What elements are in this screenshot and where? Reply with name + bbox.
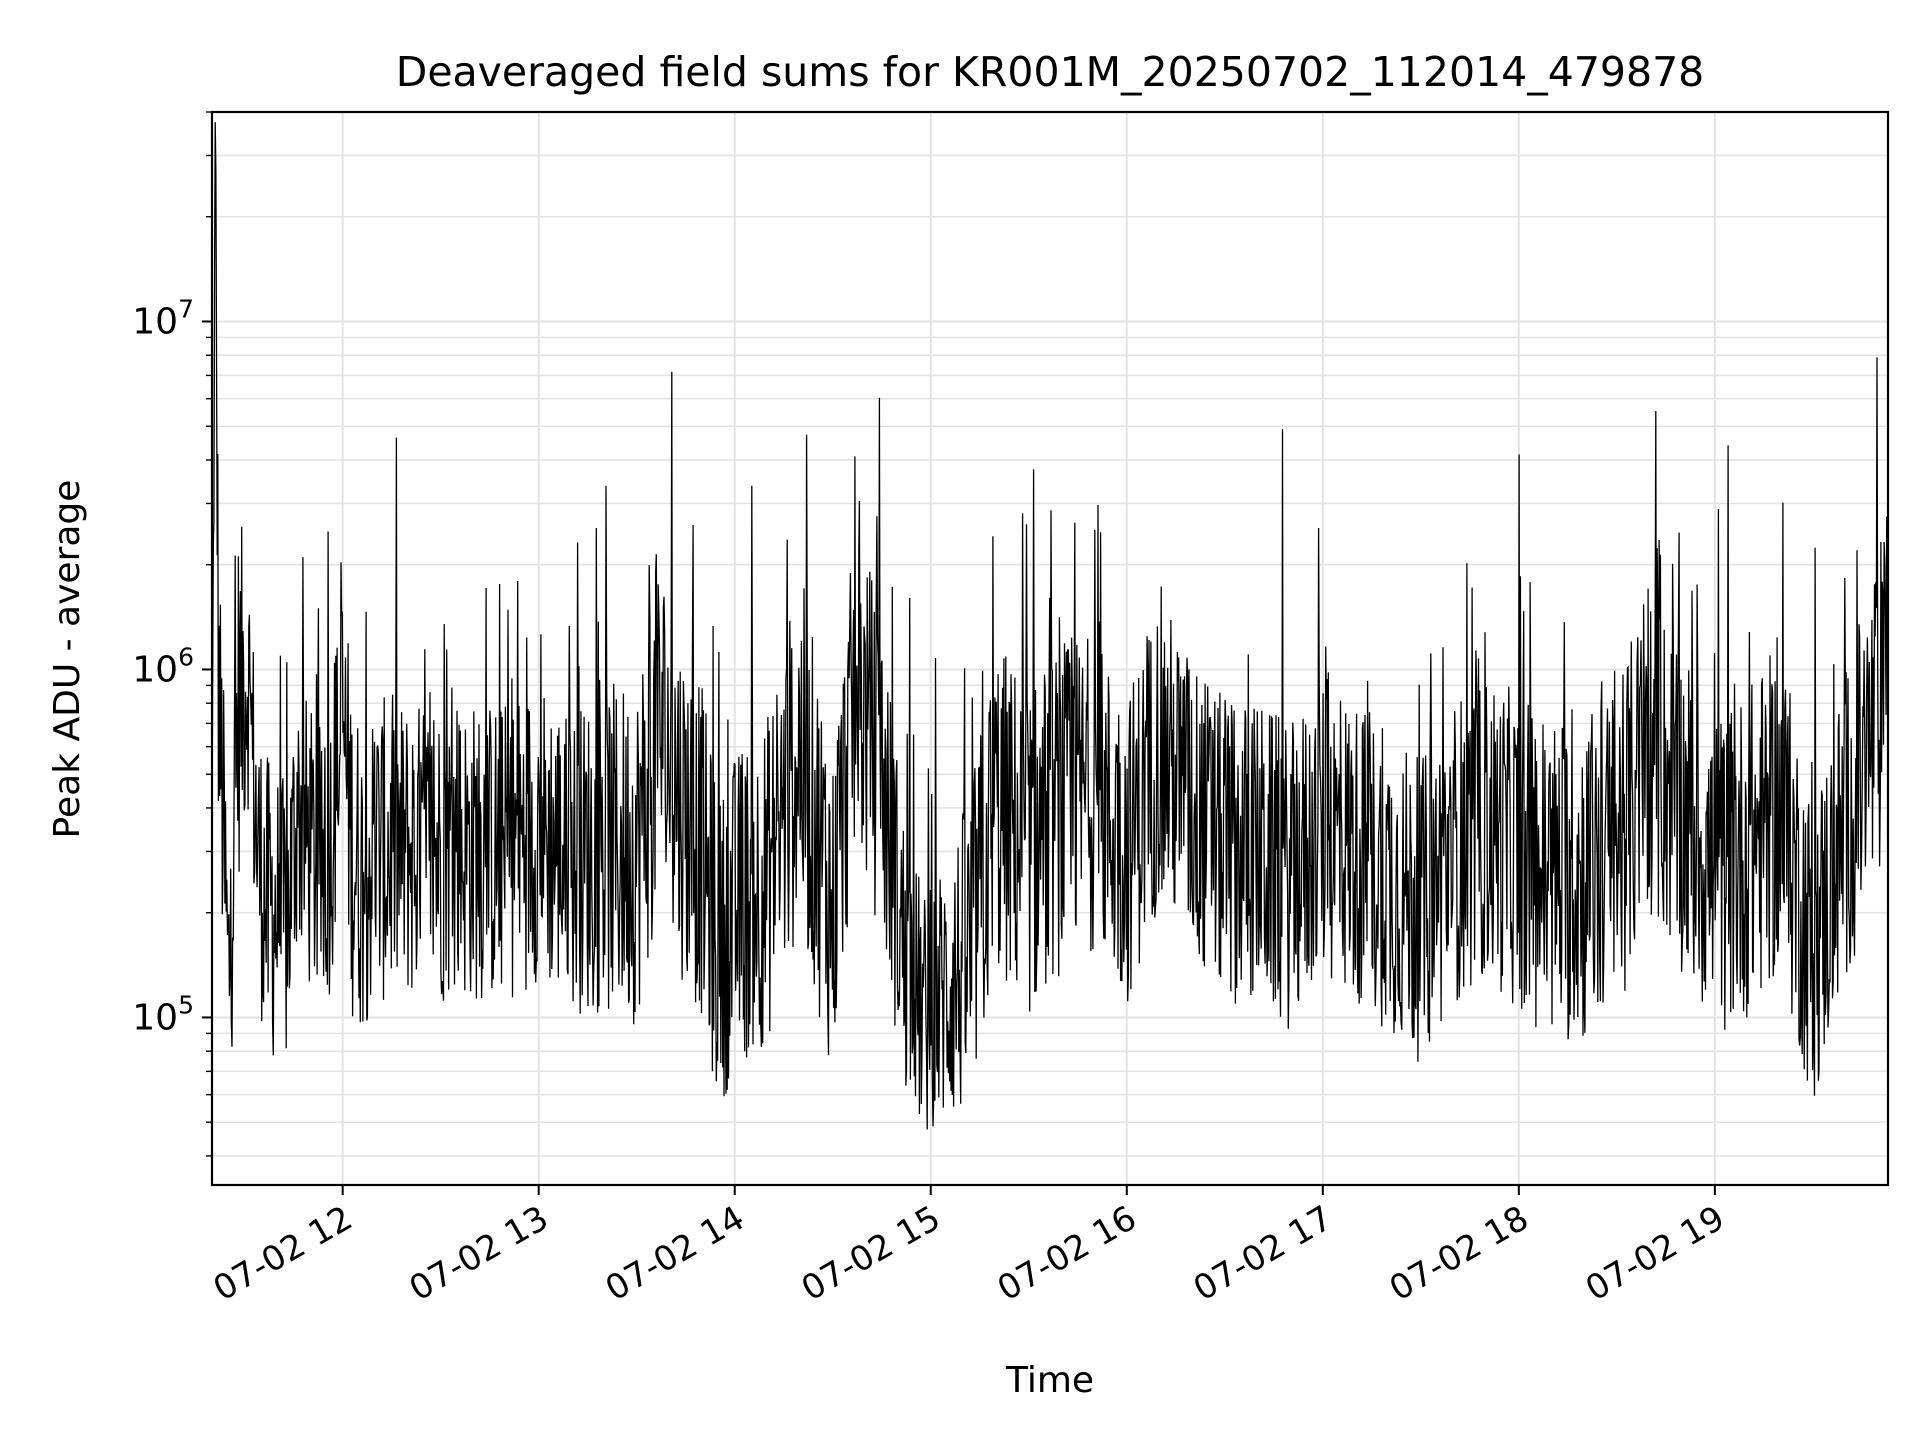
y-tick-label: 107 — [132, 295, 194, 343]
plot-frame — [210, 110, 1890, 1187]
y-tick-base: 10 — [132, 302, 178, 343]
x-axis-label: Time — [1005, 1360, 1094, 1401]
y-tick-label: 106 — [132, 642, 194, 690]
y-tick-exponent: 5 — [178, 990, 194, 1019]
y-tick-base: 10 — [132, 649, 178, 690]
series-line — [211, 122, 1889, 1130]
y-axis-label: Peak ADU - average — [47, 480, 88, 839]
y-tick-exponent: 7 — [178, 295, 194, 324]
series-line-layer — [211, 122, 1889, 1130]
chart-title: Deaveraged field sums for KR001M_2025070… — [396, 48, 1705, 96]
y-tick-label: 105 — [132, 990, 194, 1038]
y-tick-exponent: 6 — [178, 642, 194, 671]
y-tick-base: 10 — [132, 997, 178, 1038]
